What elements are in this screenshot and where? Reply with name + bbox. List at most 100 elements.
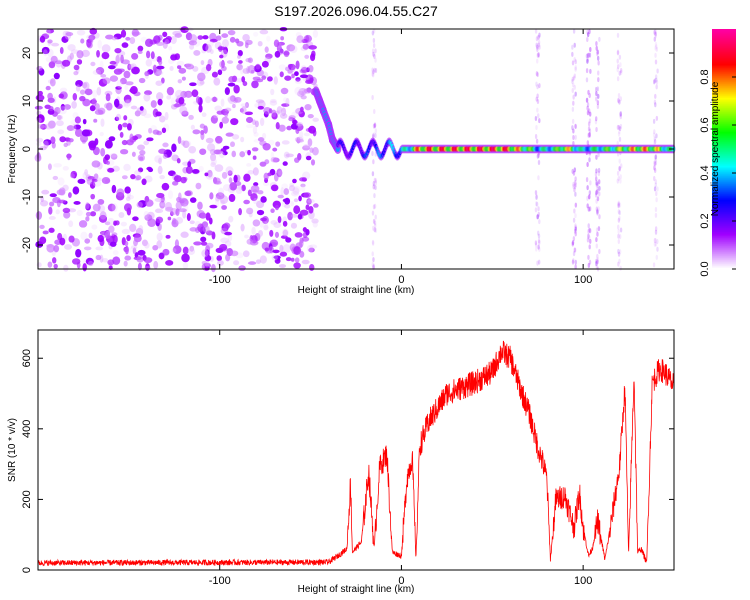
- noise-cell: [47, 261, 53, 268]
- noise-cell: [47, 120, 56, 129]
- noise-cell: [188, 145, 197, 154]
- noise-cell: [80, 38, 85, 44]
- streak-cell: [656, 186, 659, 192]
- streak-cell: [655, 254, 658, 260]
- colorbar-step: [712, 193, 736, 196]
- noise-cell: [67, 208, 77, 213]
- noise-cell: [228, 76, 236, 83]
- streak-cell: [617, 131, 621, 137]
- streak-cell: [654, 59, 658, 65]
- noise-cell: [222, 151, 228, 156]
- noise-cell: [137, 45, 144, 52]
- noise-cell: [237, 54, 241, 59]
- noise-cell: [182, 246, 189, 255]
- streak-cell: [655, 191, 658, 197]
- streak-cell: [618, 258, 621, 264]
- streak-cell: [654, 241, 658, 247]
- streak-cell: [588, 206, 591, 212]
- noise-cell: [252, 167, 259, 176]
- noise-cell: [156, 232, 163, 242]
- noise-cell: [294, 86, 303, 96]
- noise-cell: [299, 209, 309, 216]
- noise-cell: [225, 166, 234, 175]
- colorbar-step: [712, 113, 736, 116]
- noise-cell: [204, 172, 209, 177]
- noise-cell: [208, 217, 213, 225]
- snr-x-ticks: -100 0 100: [209, 330, 592, 587]
- streak-cell: [618, 54, 622, 60]
- noise-cell: [191, 89, 199, 98]
- streak-cell: [653, 238, 657, 244]
- streak-cell: [372, 133, 375, 139]
- streak-cell: [586, 102, 590, 108]
- noise-cell: [181, 253, 190, 263]
- noise-cell: [63, 264, 69, 272]
- noise-cell: [312, 117, 319, 122]
- noise-cell: [216, 110, 224, 115]
- noise-cell: [60, 103, 66, 111]
- noise-cell: [105, 93, 111, 102]
- streak-cell: [573, 42, 576, 48]
- streak-cell: [595, 126, 598, 132]
- streak-cell: [574, 264, 577, 270]
- streak-cell: [653, 29, 656, 35]
- noise-cell: [51, 42, 60, 47]
- streak-cell: [371, 71, 374, 77]
- streak-cell: [536, 47, 539, 53]
- noise-cell: [134, 110, 141, 117]
- colorbar-step: [712, 149, 736, 152]
- colorbar-step: [712, 175, 736, 178]
- noise-cell: [120, 221, 127, 227]
- streak-cell: [619, 112, 622, 118]
- noise-cell: [250, 185, 260, 193]
- streak-cell: [595, 86, 598, 92]
- colorbar-step: [712, 83, 736, 86]
- streak-cell: [537, 244, 540, 250]
- streak-cell: [571, 60, 575, 66]
- noise-cell: [198, 165, 204, 172]
- noise-cell: [133, 239, 138, 247]
- noise-cell: [280, 36, 285, 41]
- noise-cell: [168, 190, 174, 200]
- snr-panel: -100 0 100 0 200 400 600 Height of straight l…: [7, 329, 675, 595]
- noise-cell: [37, 90, 43, 96]
- noise-cell: [301, 65, 307, 70]
- streak-cell: [373, 123, 377, 129]
- noise-cell: [246, 207, 254, 215]
- streak-cell: [616, 49, 620, 55]
- noise-cell: [295, 77, 301, 82]
- noise-cell: [83, 246, 92, 251]
- streak-cell: [594, 171, 598, 177]
- streak-cell: [372, 225, 375, 231]
- streak-cell: [596, 208, 599, 214]
- streak-cell: [535, 125, 538, 131]
- streak-cell: [652, 262, 656, 268]
- colorbar-step: [712, 137, 736, 140]
- noise-cell: [259, 255, 267, 264]
- noise-cell: [175, 216, 184, 224]
- noise-cell: [178, 67, 187, 74]
- noise-cell: [129, 133, 134, 142]
- streak-cell: [597, 206, 600, 212]
- streak-cell: [594, 119, 598, 125]
- colorbar-step: [712, 159, 736, 162]
- noise-cell: [107, 167, 115, 173]
- noise-cell: [152, 244, 159, 251]
- colorbar-step: [712, 255, 736, 258]
- colorbar-step: [712, 65, 736, 68]
- noise-cell: [243, 199, 250, 205]
- noise-cell: [154, 208, 164, 214]
- noise-cell: [277, 215, 282, 224]
- noise-cell: [96, 49, 100, 58]
- streak-cell: [573, 167, 577, 173]
- noise-cell: [158, 59, 163, 66]
- streak-cell: [617, 176, 620, 182]
- noise-cell: [260, 217, 267, 222]
- noise-cell: [217, 187, 225, 196]
- noise-cell: [58, 106, 67, 115]
- noise-cell: [159, 115, 166, 123]
- streak-cell: [654, 93, 657, 99]
- streak-cell: [534, 242, 538, 248]
- streak-cell: [616, 124, 620, 130]
- streak-cell: [589, 47, 592, 53]
